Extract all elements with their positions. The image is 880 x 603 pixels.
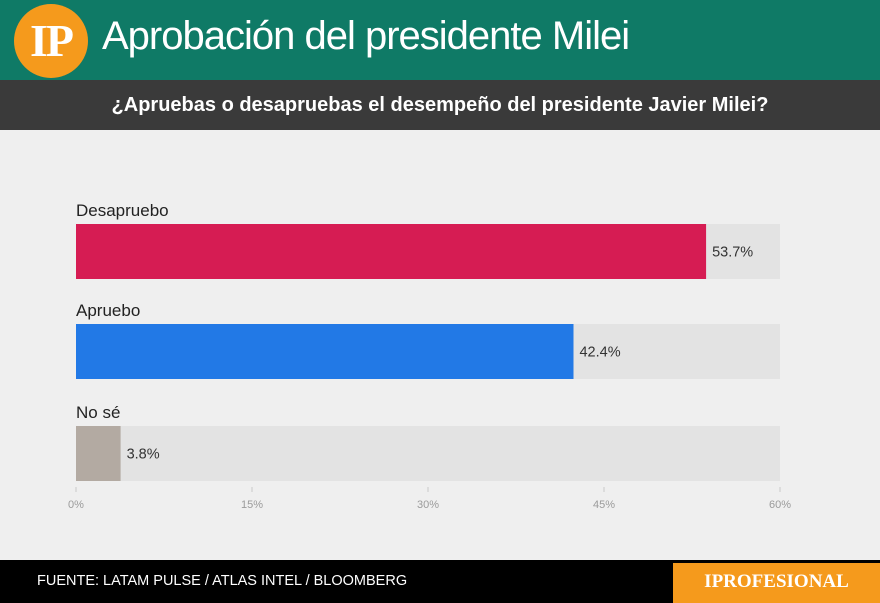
question-bar: ¿Apruebas o desapruebas el desempeño del… [0,80,880,130]
iprofesional-logo: IPROFESIONAL [673,563,880,603]
value-label: 42.4% [579,345,620,361]
x-tick-label: 30% [417,499,439,511]
x-tick-label: 60% [769,499,791,511]
bar-chart: Desapruebo 53.7% Apruebo 42.4% No sé 3.8% 0% 15… [68,201,791,511]
chart-question: ¿Apruebas o desapruebas el desempeño del… [111,94,769,116]
category-label: Apruebo [76,301,140,320]
bar [76,324,574,379]
category-label: No sé [76,403,120,422]
bar-track [76,426,780,481]
source-text: FUENTE: LATAM PULSE / ATLAS INTEL / BLOO… [37,573,408,589]
ip-logo: IP [14,4,88,78]
x-tick-label: 15% [241,499,263,511]
page-title: Aprobación del presidente Milei [102,14,630,58]
x-tick-label: 45% [593,499,615,511]
bar [76,224,707,279]
x-tick-label: 0% [68,499,84,511]
header-banner: IP Aprobación del presidente Milei [0,0,880,80]
value-label: 53.7% [712,245,753,261]
value-label: 3.8% [127,447,160,463]
bar [76,426,121,481]
category-label: Desapruebo [76,201,169,220]
